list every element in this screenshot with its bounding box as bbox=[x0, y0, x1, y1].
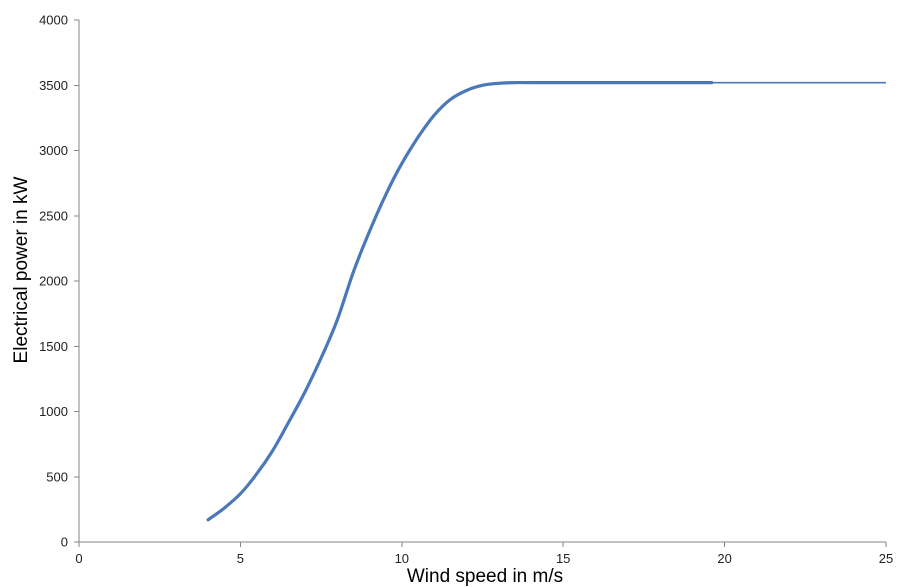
y-tick-label: 3000 bbox=[39, 143, 68, 158]
y-axis-ticks: 0 500 1000 1500 2000 2500 3000 3500 4000 bbox=[39, 13, 79, 550]
y-tick-label: 2000 bbox=[39, 274, 68, 289]
y-tick-label: 500 bbox=[46, 469, 68, 484]
x-tick-label: 10 bbox=[395, 551, 409, 566]
x-tick-label: 20 bbox=[717, 551, 731, 566]
x-axis-title: Wind speed in m/s bbox=[407, 566, 563, 587]
x-tick-label: 25 bbox=[879, 551, 893, 566]
y-tick-label: 4000 bbox=[39, 13, 68, 28]
y-tick-label: 1000 bbox=[39, 404, 68, 419]
x-tick-label: 15 bbox=[556, 551, 570, 566]
y-tick-label: 2500 bbox=[39, 208, 68, 223]
y-tick-label: 3500 bbox=[39, 78, 68, 93]
x-axis-ticks: 0 5 10 15 20 25 bbox=[75, 542, 893, 566]
y-tick-label: 0 bbox=[61, 535, 68, 550]
x-tick-label: 5 bbox=[237, 551, 244, 566]
x-tick-label: 0 bbox=[75, 551, 82, 566]
y-tick-label: 1500 bbox=[39, 339, 68, 354]
series-line-power-curve bbox=[206, 80, 714, 522]
y-axis-title: Electrical power in kW bbox=[11, 176, 32, 363]
